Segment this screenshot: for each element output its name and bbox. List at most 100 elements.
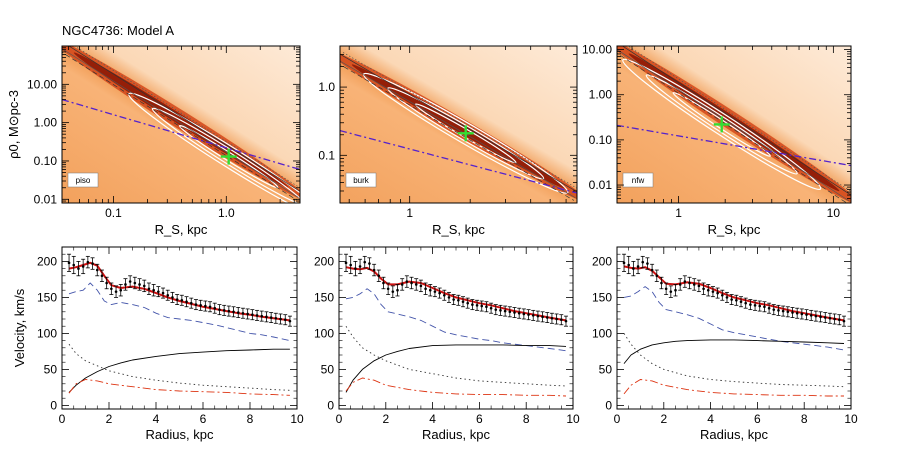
data-point: [636, 265, 640, 268]
data-point: [814, 314, 818, 318]
data-point: [77, 267, 80, 270]
y-tick-label: 1.0: [318, 80, 335, 94]
data-point: [527, 313, 530, 316]
data-point: [428, 288, 432, 292]
y-tick-label: 0: [50, 398, 57, 412]
y-tick-label: 150: [592, 290, 612, 304]
data-point: [781, 309, 785, 313]
series-bulge: [345, 325, 567, 387]
data-point: [650, 268, 654, 272]
data-point: [166, 293, 170, 297]
data-point: [457, 298, 460, 302]
data-point: [541, 315, 544, 319]
data-point: [823, 316, 827, 319]
data-point: [522, 312, 526, 316]
series-bulge: [68, 343, 290, 391]
x-tick-label: 2: [106, 412, 113, 426]
y-tick-label: 1.00: [589, 88, 613, 102]
data-point: [251, 313, 254, 316]
x-tick-label: 1: [406, 206, 413, 220]
data-point: [72, 263, 76, 267]
data-point: [396, 288, 399, 292]
x-tick-label: 0: [614, 412, 621, 426]
data-point: [67, 261, 71, 265]
series-halo: [345, 344, 567, 393]
y-tick-label: 0: [327, 398, 334, 412]
data-point: [660, 281, 663, 285]
contour-2: [645, 74, 798, 175]
data-point: [641, 260, 645, 264]
data-point: [711, 290, 715, 293]
data-point: [725, 296, 729, 299]
data-point: [344, 261, 348, 265]
data-point: [749, 303, 752, 306]
data-point: [555, 317, 558, 321]
y-tick-label: 150: [37, 290, 57, 304]
data-point: [288, 319, 292, 323]
data-point: [358, 265, 362, 268]
data-point: [536, 314, 540, 318]
data-point: [744, 301, 747, 305]
figure-title: NGC4736: Model A: [62, 23, 175, 38]
model-label-box: [67, 172, 99, 188]
y-tick-label: 200: [592, 254, 612, 268]
data-point: [119, 288, 123, 292]
data-point: [809, 314, 813, 317]
y-tick-label: 50: [44, 362, 58, 376]
data-point: [627, 263, 630, 267]
data-point: [260, 314, 264, 318]
data-point: [494, 308, 498, 311]
contour-3: [128, 92, 300, 203]
x-tick-label: 0: [336, 412, 343, 426]
series-halo: [623, 339, 845, 364]
map-frame: [339, 45, 578, 204]
data-point: [632, 267, 635, 270]
valley-line-2: [68, 46, 300, 192]
data-point: [833, 317, 836, 321]
data-point: [702, 287, 705, 291]
data-point: [674, 288, 677, 292]
data-point: [433, 290, 437, 293]
x-tick-label: 10: [827, 206, 841, 220]
data-point: [208, 305, 212, 309]
observed-data: [622, 253, 846, 327]
data-point: [157, 290, 160, 293]
data-point: [791, 311, 794, 314]
data-point: [175, 298, 179, 301]
contour-3: [622, 58, 822, 191]
y-tick-label: 0: [605, 398, 612, 412]
data-point: [349, 263, 353, 267]
x-tick-label: 8: [247, 412, 254, 426]
gas-constraint-line: [340, 129, 577, 194]
data-point: [142, 284, 146, 288]
data-point: [622, 261, 626, 265]
data-point: [795, 311, 799, 315]
y-tick-label: 0.01: [34, 192, 58, 206]
data-point: [255, 314, 259, 317]
valley-line-3: [617, 49, 850, 202]
series-gas: [68, 379, 290, 396]
map-body: [340, 46, 577, 203]
series-model: [68, 261, 291, 322]
x-tick-label: 10: [844, 412, 858, 426]
data-point: [466, 301, 470, 305]
data-point: [222, 309, 226, 312]
series-bulge: [623, 333, 845, 388]
data-point: [213, 306, 217, 310]
x-tick-label: 6: [476, 412, 483, 426]
contour-2: [387, 87, 545, 180]
data-point: [227, 309, 231, 313]
data-point: [199, 304, 202, 307]
gas-constraint-line: [617, 124, 851, 167]
data-point: [114, 290, 118, 293]
data-point: [438, 291, 441, 295]
data-point: [152, 288, 155, 292]
valley-line-2: [621, 46, 851, 196]
y-tick-label: 100: [37, 326, 57, 340]
data-point: [842, 319, 846, 323]
data-point: [386, 287, 390, 291]
data-point: [86, 260, 90, 264]
data-point: [236, 311, 240, 314]
x-tick-label: 10: [566, 412, 580, 426]
data-point: [692, 283, 696, 286]
